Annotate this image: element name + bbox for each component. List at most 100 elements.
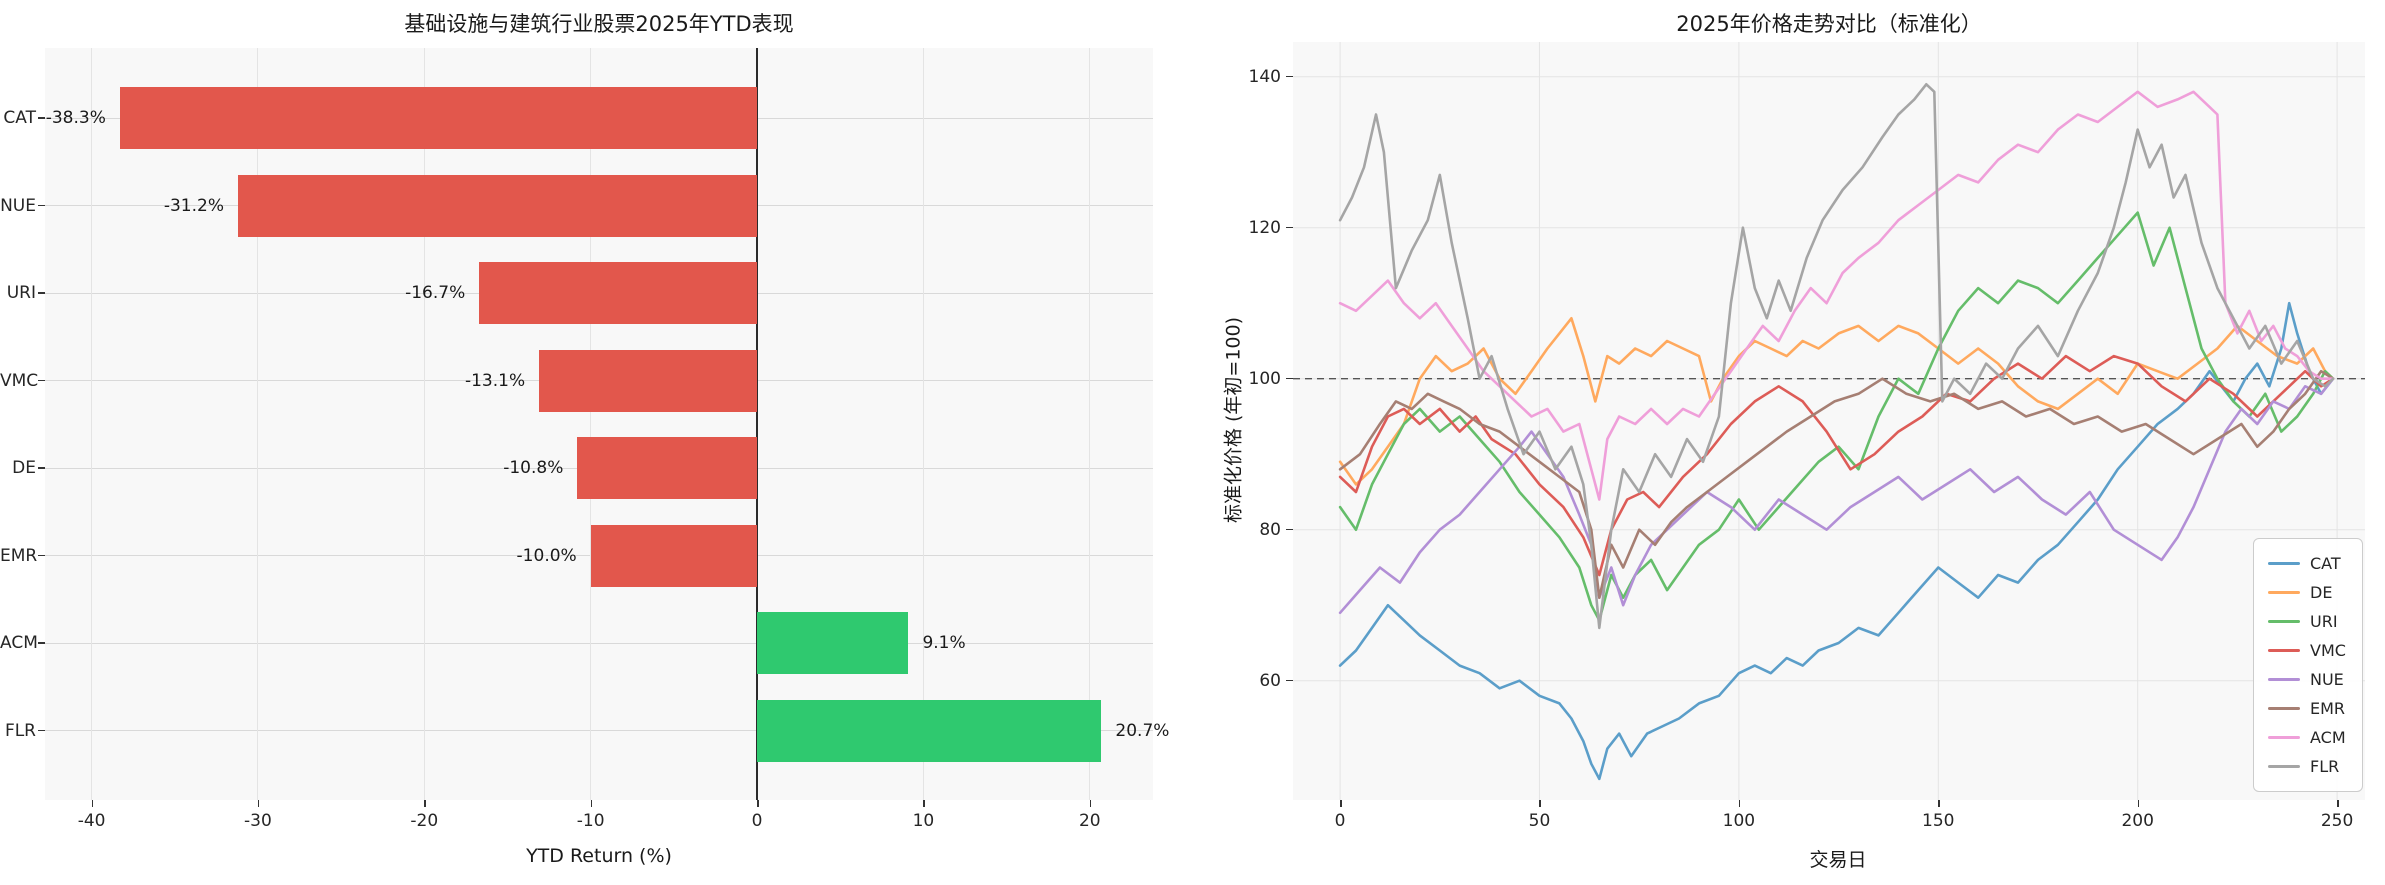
y-tick-label: NUE (0, 195, 36, 216)
left-plot-area (45, 48, 1153, 800)
bar-value-label: -31.2% (163, 195, 224, 216)
x-tick-mark (923, 800, 925, 807)
x-gridline (423, 48, 425, 800)
row-gridline (45, 730, 1153, 731)
x-tick-label: 0 (751, 811, 763, 831)
x-tick-label: 20 (1078, 811, 1101, 831)
bar-de (577, 437, 758, 499)
y-tick-label: 120 (1248, 217, 1281, 238)
bar-value-label: 9.1% (922, 633, 966, 653)
bar-acm (757, 612, 909, 674)
x-tick-mark (257, 800, 260, 807)
legend-label: EMR (2310, 699, 2346, 718)
bar-emr (590, 524, 758, 587)
bar-value-label: -10.0% (516, 545, 577, 566)
y-tick-label: 80 (1259, 519, 1281, 540)
x-tick-mark (424, 800, 426, 807)
x-tick-mark (2137, 800, 2140, 807)
bar-cat (119, 87, 758, 149)
legend-swatch (2268, 677, 2300, 682)
legend-item-emr: EMR (2268, 699, 2348, 718)
y-tick-mark (38, 467, 45, 469)
y-tick-label: FLR (4, 720, 36, 741)
legend: CAT DE URI VMC NUE EMR ACM FLR (2253, 538, 2363, 792)
legend-item-vmc: VMC (2268, 641, 2348, 660)
right-xaxis-label: 交易日 (1809, 849, 1867, 871)
y-tick-mark (1286, 75, 1293, 78)
x-tick-mark (1089, 800, 1092, 807)
x-tick-mark (1340, 800, 1342, 807)
right-yaxis-label: 标准化价格 (年初=100) (1222, 316, 1245, 524)
left-xaxis-label: YTD Return (%) (526, 845, 672, 867)
x-tick-label: -10 (576, 811, 605, 831)
legend-label: CAT (2310, 554, 2341, 573)
bar-value-label: 20.7% (1115, 720, 1170, 741)
x-gridline (91, 48, 93, 800)
legend-label: URI (2310, 612, 2338, 631)
series-line-uri (1338, 211, 2335, 622)
bar-nue (237, 174, 758, 237)
right-chart-title: 2025年价格走势对比（标准化） (1676, 12, 1982, 36)
legend-swatch (2268, 764, 2300, 769)
y-tick-mark (38, 379, 45, 382)
y-tick-label: 60 (1259, 670, 1281, 691)
legend-item-de: DE (2268, 583, 2348, 602)
legend-label: ACM (2310, 728, 2346, 747)
x-tick-mark (757, 800, 759, 807)
x-tick-label: 100 (1722, 811, 1756, 831)
legend-swatch (2268, 619, 2300, 624)
x-tick-mark (1738, 800, 1741, 807)
y-tick-mark (1286, 377, 1293, 380)
y-tick-label: DE (12, 458, 36, 478)
x-tick-mark (590, 800, 593, 807)
y-tick-label: 140 (1248, 66, 1281, 87)
legend-item-acm: ACM (2268, 728, 2348, 747)
x-gridline (1089, 48, 1091, 800)
series-line-flr (1338, 82, 2335, 630)
line-chart-canvas (1293, 42, 2365, 800)
y-tick-mark (1286, 528, 1293, 531)
y-tick-mark (1286, 226, 1293, 229)
y-tick-label: VMC (0, 370, 39, 391)
x-gridline (257, 48, 259, 800)
x-tick-mark (91, 800, 94, 807)
y-tick-mark (38, 292, 45, 294)
legend-swatch (2268, 590, 2300, 595)
series-line-emr (1338, 369, 2335, 600)
y-tick-label: 100 (1248, 368, 1281, 389)
legend-label: VMC (2310, 641, 2346, 660)
bar-vmc (539, 349, 758, 412)
series-line-nue (1338, 377, 2335, 615)
legend-swatch (2268, 735, 2300, 740)
x-tick-label: -40 (77, 811, 106, 831)
x-tick-label: 150 (1922, 811, 1955, 831)
y-tick-label: ACM (0, 633, 38, 653)
bar-value-label: -13.1% (464, 370, 526, 391)
x-tick-label: 200 (2121, 811, 2154, 831)
legend-swatch (2268, 561, 2300, 566)
series-line-acm (1338, 90, 2335, 501)
x-gridline (922, 48, 924, 800)
y-tick-mark (38, 117, 45, 119)
legend-item-flr: FLR (2268, 757, 2348, 776)
x-tick-label: -20 (410, 811, 439, 831)
bar-flr (757, 699, 1102, 762)
legend-label: NUE (2310, 670, 2344, 689)
x-tick-label: 250 (2320, 811, 2354, 831)
y-tick-mark (38, 554, 45, 557)
series-line-vmc (1338, 354, 2335, 577)
y-tick-mark (38, 642, 45, 644)
legend-item-nue: NUE (2268, 670, 2348, 689)
y-tick-label: CAT (3, 108, 36, 128)
bar-value-label: -16.7% (405, 283, 466, 303)
x-tick-label: 50 (1528, 811, 1551, 831)
y-tick-mark (1286, 679, 1293, 682)
bar-value-label: -38.3% (45, 108, 106, 128)
x-tick-label: 0 (1334, 811, 1346, 831)
x-tick-mark (1539, 800, 1541, 807)
x-tick-mark (2337, 800, 2339, 807)
left-chart-title: 基础设施与建筑行业股票2025年YTD表现 (404, 12, 794, 36)
x-tick-label: -30 (244, 811, 272, 831)
y-tick-mark (38, 204, 45, 207)
